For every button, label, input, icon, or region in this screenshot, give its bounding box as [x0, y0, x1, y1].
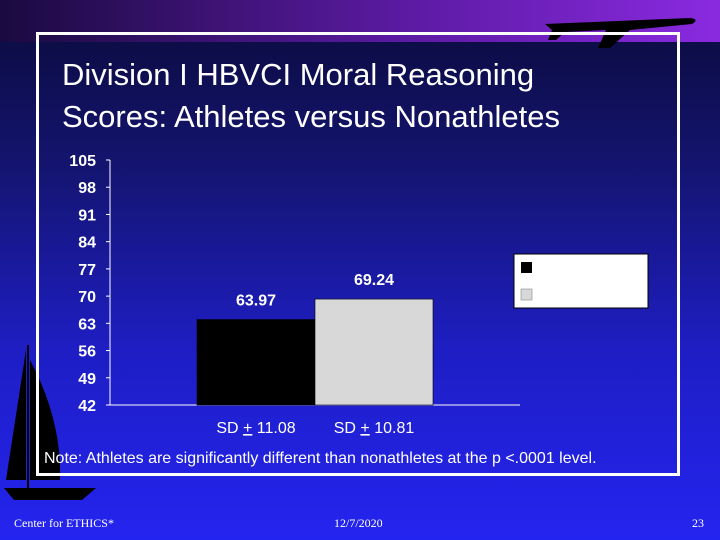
y-tick-label: 70	[78, 289, 96, 306]
bars: 63.97 SD + 11.08 69.24 SD + 10.81	[196, 272, 434, 437]
legend-swatch-athletes	[521, 262, 532, 273]
data-label-nonathletes: 69.24	[354, 272, 394, 289]
y-tick-label: 42	[78, 398, 96, 415]
title-line-1: Division I HBVCI Moral Reasoning	[62, 57, 535, 92]
y-tick-label: 98	[78, 180, 96, 197]
bar-athletes	[196, 319, 316, 406]
y-axis: 105 98 91 84 77 70 63 56 49 42	[69, 153, 520, 415]
top-banner	[0, 0, 720, 42]
legend-label-athletes: Athletes	[537, 259, 604, 278]
sd-label-athletes: SD + 11.08	[216, 420, 295, 437]
footer-org: Center for ETHICS*	[14, 516, 114, 530]
legend: Athletes Nonathletes	[513, 253, 649, 309]
bar-chart: 105 98 91 84 77 70 63 56 49 42 63.97 SD + 11.08 69.…	[69, 153, 649, 437]
slide-title: Division I HBVCI Moral Reasoning Scores:…	[62, 54, 682, 138]
footer-date: 12/7/2020	[334, 516, 383, 530]
legend-swatch-nonathletes	[520, 288, 533, 301]
y-tick-label: 56	[78, 344, 96, 361]
legend-label-nonathletes: Nonathletes	[537, 286, 634, 305]
plus-minus-sign: +	[243, 420, 252, 437]
data-label-athletes: 63.97	[236, 293, 276, 310]
sd-label-nonathletes: SD + 10.81	[334, 420, 415, 437]
plus-minus-sign: +	[360, 420, 369, 437]
y-tick-label: 105	[69, 153, 96, 170]
significance-note: Note: Athletes are significantly differe…	[44, 450, 597, 467]
legend-box	[513, 253, 649, 309]
y-tick-label: 91	[78, 207, 96, 224]
title-line-2: Scores: Athletes versus Nonathletes	[62, 99, 560, 134]
slide-frame	[36, 32, 680, 476]
y-tick-label: 49	[78, 371, 96, 388]
y-tick-label: 63	[78, 316, 96, 333]
y-tick-label: 84	[78, 235, 96, 252]
y-tick-label: 77	[78, 262, 96, 279]
bar-nonathletes	[314, 298, 434, 406]
footer-page-number: 23	[692, 516, 704, 530]
